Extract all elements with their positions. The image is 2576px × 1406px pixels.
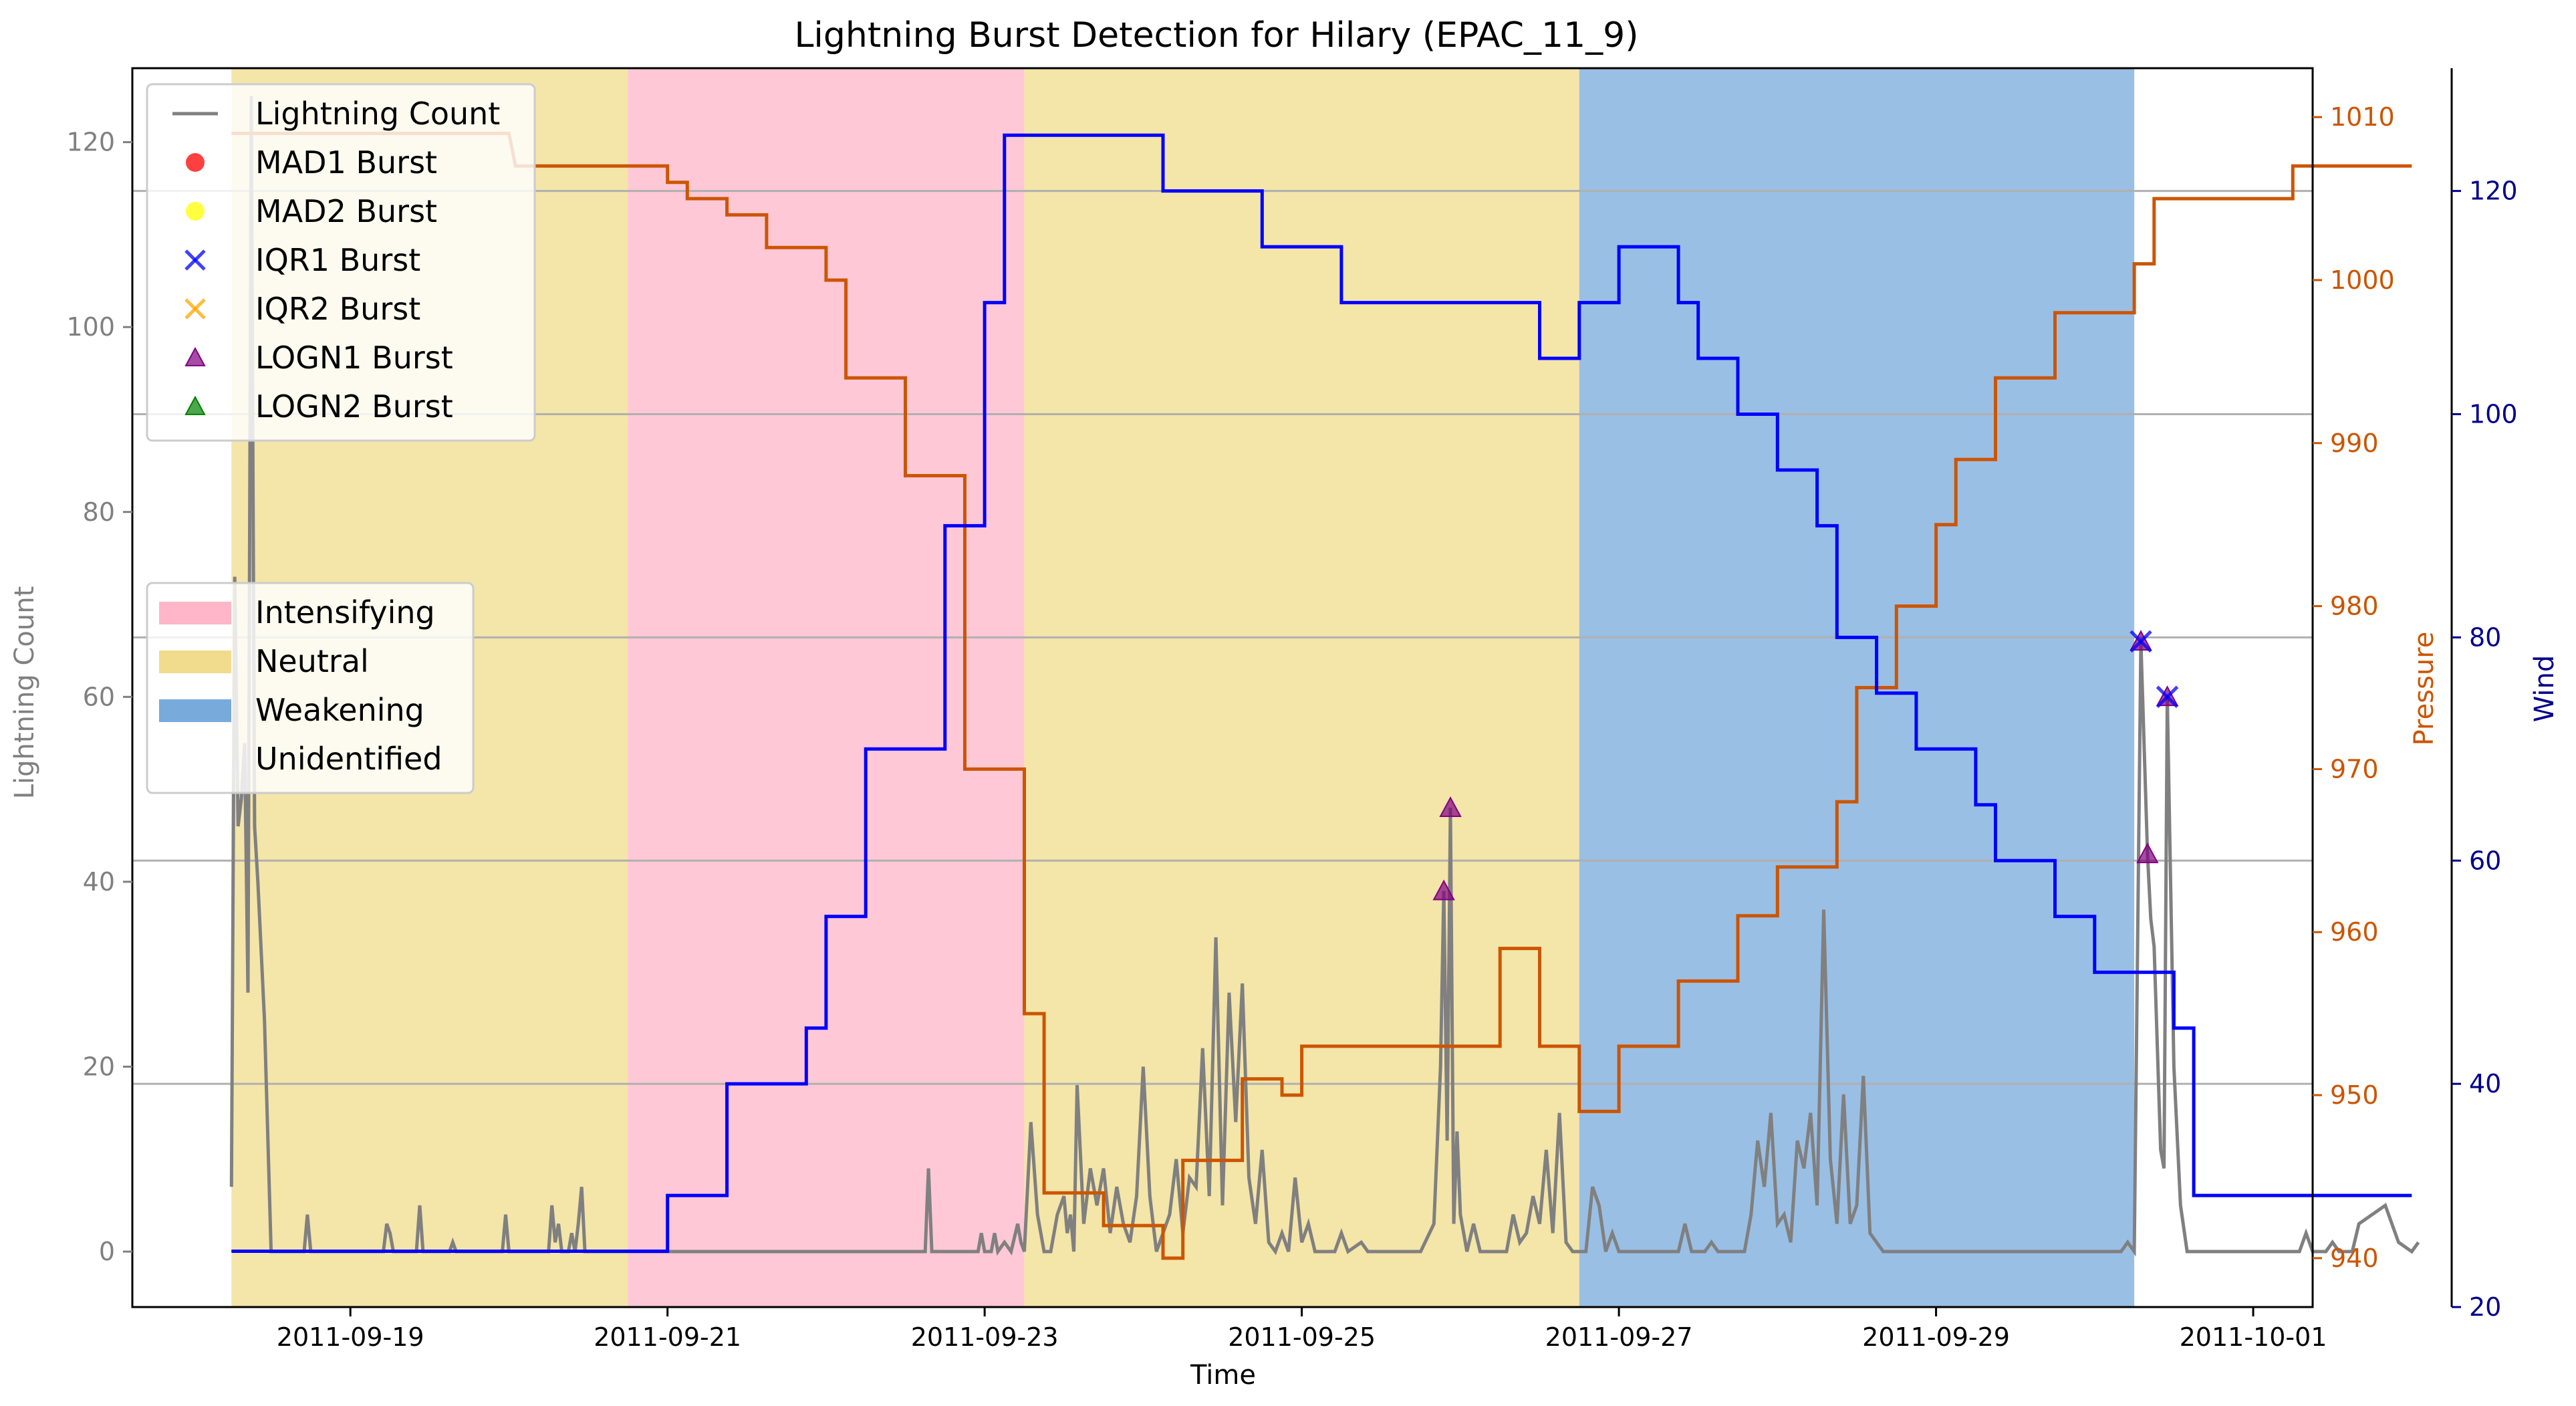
lightning-tick-label-80: 80 <box>83 497 115 527</box>
burst-markers <box>1432 630 2179 901</box>
iqr1-burst-marker-1 <box>2156 685 2179 709</box>
x-axis-label: Time <box>1190 1360 1256 1391</box>
legend-label-iqr1-burst: IQR1 Burst <box>255 242 420 278</box>
legend-label-intensifying: Intensifying <box>255 594 435 630</box>
lightning-tick-label-60: 60 <box>83 682 115 711</box>
legend-swatch-iqr1-burst-stroke-b <box>184 249 206 271</box>
lightning-axis-label: Lightning Count <box>9 586 40 800</box>
series-line-lightning-count <box>229 96 2420 1257</box>
pressure-tick-label-940: 940 <box>2330 1244 2379 1273</box>
series-lines <box>229 96 2420 1260</box>
phase-band-neutral-2 <box>1024 68 1579 1307</box>
logn1-burst-marker-0 <box>1432 879 1455 901</box>
legend-label-unidentified: Unidentified <box>255 741 442 777</box>
lightning-tick-label-100: 100 <box>66 312 115 342</box>
wind-tick-label-120: 120 <box>2469 177 2518 206</box>
legend-swatch-unidentified <box>159 748 231 771</box>
legend-label-neutral: Neutral <box>255 643 369 679</box>
wind-tick-label-40: 40 <box>2469 1069 2501 1098</box>
legend-bursts-box <box>146 83 536 442</box>
wind-tick-label-20: 20 <box>2469 1292 2501 1322</box>
lightning-tick-label-40: 40 <box>83 867 115 897</box>
legend-phases-box <box>146 582 475 794</box>
x-tick-label-2011-09-19: 2011-09-19 <box>277 1322 424 1352</box>
pressure-tick-label-970: 970 <box>2330 754 2379 784</box>
lightning-tick-label-0: 0 <box>99 1237 115 1266</box>
lightning-tick-label-120: 120 <box>66 128 115 157</box>
legend-swatch-iqr2-burst-stroke-b <box>184 298 206 320</box>
pressure-tick-label-990: 990 <box>2330 429 2379 458</box>
logn1-burst-marker-1 <box>1439 796 1462 818</box>
wind-axis-label: Wind <box>2529 655 2560 723</box>
pressure-tick-label-1000: 1000 <box>2330 265 2395 295</box>
x-tick-label-2011-10-01: 2011-10-01 <box>2180 1322 2327 1352</box>
legend-swatch-mad2-burst <box>186 202 205 221</box>
legend-swatch-iqr2-burst <box>184 298 206 320</box>
x-tick-label-2011-09-27: 2011-09-27 <box>1545 1322 1693 1352</box>
wind-tick-label-80: 80 <box>2469 622 2501 652</box>
legend-swatch-logn1-burst <box>184 346 206 366</box>
plot-frame <box>131 67 2314 1308</box>
pressure-tick-label-1010: 1010 <box>2330 102 2395 132</box>
logn1-burst-marker-3 <box>2136 842 2159 864</box>
wind-tick-label-100: 100 <box>2469 400 2518 429</box>
legend-swatch-iqr1-burst <box>184 249 206 271</box>
legend-phases: Intensifying Neutral Weakening Unidentified <box>146 582 475 794</box>
legend-bursts: Lightning Count MAD1 Burst MAD2 Burst IQR1 … <box>146 83 536 442</box>
x-tick-label-2011-09-23: 2011-09-23 <box>911 1322 1059 1352</box>
x-tick-label-2011-09-29: 2011-09-29 <box>1862 1322 2010 1352</box>
iqr1-burst-marker-1-stroke-b <box>2156 685 2179 709</box>
legend-label-mad2-burst: MAD2 Burst <box>255 193 437 229</box>
legend-swatch-neutral <box>159 651 231 673</box>
pressure-tick-label-980: 980 <box>2330 592 2379 621</box>
legend-label-logn2-burst: LOGN2 Burst <box>255 388 453 425</box>
legend-label-mad1-burst: MAD1 Burst <box>255 144 437 181</box>
chart-title: Lightning Burst Detection for Hilary (EP… <box>794 15 1638 55</box>
wind-tick-label-60: 60 <box>2469 846 2501 875</box>
legend-swatch-logn2-burst <box>184 395 206 415</box>
legend-label-iqr2-burst: IQR2 Burst <box>255 291 420 327</box>
pressure-axis-label: Pressure <box>2409 632 2440 746</box>
legend-label-lightning-count: Lightning Count <box>255 96 500 132</box>
series-line-pressure <box>231 132 2412 1260</box>
axes: 2011-09-19 2011-09-21 2011-09-23 2011-09-25… <box>66 67 2518 1352</box>
legend-swatch-mad1-burst <box>186 153 205 172</box>
phase-bands <box>231 68 2135 1307</box>
pressure-tick-label-950: 950 <box>2330 1080 2379 1110</box>
x-tick-label-2011-09-21: 2011-09-21 <box>594 1322 741 1352</box>
x-tick-label-2011-09-25: 2011-09-25 <box>1228 1322 1376 1352</box>
lightning-tick-label-20: 20 <box>83 1052 115 1081</box>
series-line-wind <box>231 133 2412 1253</box>
legend-swatch-intensifying <box>159 602 231 624</box>
legend-label-logn1-burst: LOGN1 Burst <box>255 340 453 376</box>
iqr1-burst-marker-0 <box>2130 630 2152 653</box>
legend-label-weakening: Weakening <box>255 692 424 728</box>
legend-swatch-weakening <box>159 699 231 722</box>
pressure-tick-label-960: 960 <box>2330 917 2379 947</box>
iqr1-burst-marker-0-stroke-b <box>2130 630 2152 653</box>
